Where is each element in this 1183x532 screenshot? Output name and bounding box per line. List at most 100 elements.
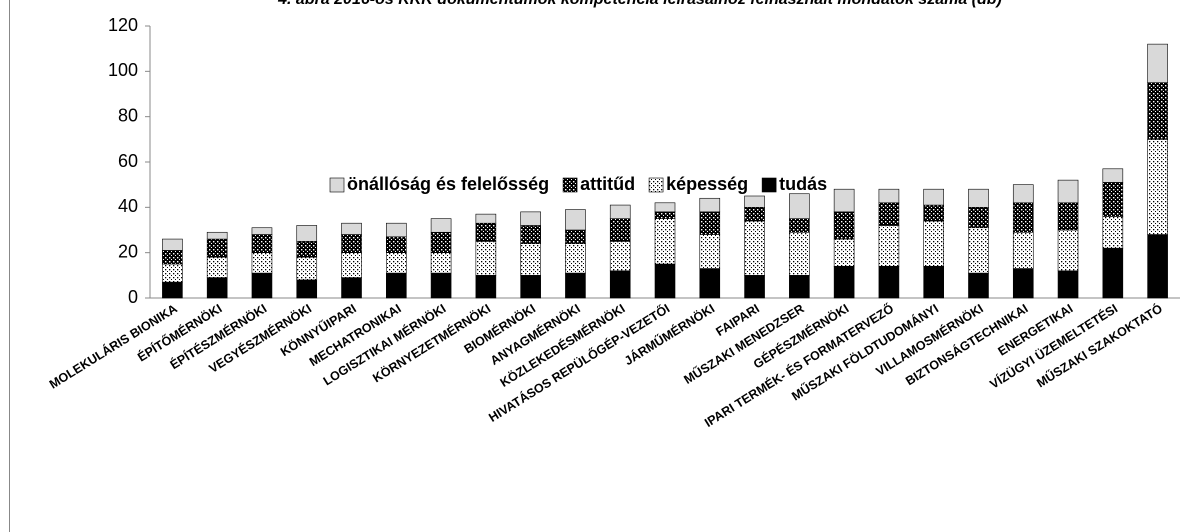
bar-segment bbox=[789, 231, 810, 276]
bar-segment bbox=[609, 241, 631, 272]
bar-segment bbox=[1102, 182, 1124, 217]
legend-label: tudás bbox=[779, 174, 827, 194]
bar-segment bbox=[251, 234, 273, 253]
y-tick-label: 0 bbox=[128, 287, 138, 307]
bar-segment bbox=[789, 218, 810, 233]
chart-title: 4. ábra 2016-os KKK dokumentumok kompete… bbox=[277, 0, 1002, 8]
bar-segment bbox=[609, 270, 631, 299]
bar-segment bbox=[968, 227, 989, 274]
bar-segment bbox=[833, 211, 855, 240]
bar-segment bbox=[1102, 168, 1124, 183]
bar-segment bbox=[206, 231, 228, 240]
legend-label: attitűd bbox=[580, 174, 635, 194]
bar-segment bbox=[430, 272, 452, 299]
bar-segment bbox=[923, 265, 944, 299]
legend-label: képesség bbox=[666, 174, 748, 194]
bar-segment bbox=[654, 202, 676, 213]
bar-segment bbox=[1102, 247, 1124, 299]
bar-segment bbox=[699, 234, 721, 269]
legend-label: önállóság és felelősség bbox=[347, 174, 549, 194]
legend-swatch bbox=[562, 177, 578, 193]
bar-segment bbox=[475, 222, 497, 242]
bar-segment bbox=[386, 222, 407, 238]
legend-swatch bbox=[648, 177, 664, 193]
bar-segment bbox=[251, 252, 273, 274]
bar-segment bbox=[341, 277, 362, 299]
bar-segment bbox=[699, 268, 721, 299]
bar-segment bbox=[430, 231, 452, 253]
bar-segment bbox=[162, 238, 183, 251]
bar-segment bbox=[968, 207, 989, 229]
bar-segment bbox=[654, 263, 676, 299]
bar-segment bbox=[475, 275, 497, 299]
bar-segment bbox=[654, 211, 676, 219]
bar-segment bbox=[162, 281, 183, 299]
legend-swatch bbox=[329, 177, 345, 193]
bar-segment bbox=[1057, 202, 1079, 231]
bar-segment bbox=[475, 241, 497, 276]
bar-segment bbox=[520, 211, 541, 226]
y-tick-label: 60 bbox=[118, 151, 138, 171]
bar-segment bbox=[565, 229, 586, 244]
bar-segment bbox=[654, 218, 676, 265]
bar-segment bbox=[565, 243, 586, 274]
bar-segment bbox=[341, 252, 362, 278]
bar-segment bbox=[699, 211, 721, 235]
bar-segment bbox=[206, 238, 228, 258]
bar-segment bbox=[1012, 202, 1034, 233]
bar-segment bbox=[341, 222, 362, 235]
bar-segment bbox=[744, 275, 765, 299]
bar-segment bbox=[1147, 234, 1168, 299]
y-tick-label: 100 bbox=[108, 60, 138, 80]
bar-segment bbox=[386, 236, 407, 253]
bar-segment bbox=[520, 243, 541, 276]
bar-segment bbox=[430, 252, 452, 274]
bar-segment bbox=[1147, 139, 1168, 235]
bar-segment bbox=[1102, 216, 1124, 249]
bar-segment bbox=[296, 279, 318, 299]
bar-segment bbox=[878, 225, 900, 267]
bar-segment bbox=[296, 241, 318, 258]
bar-segment bbox=[162, 250, 183, 265]
bar-segment bbox=[1147, 43, 1168, 83]
bar-segment bbox=[1147, 82, 1168, 140]
bar-segment bbox=[251, 227, 273, 235]
bar-segment bbox=[386, 252, 407, 274]
bar-segment bbox=[1057, 179, 1079, 204]
bar-segment bbox=[833, 188, 855, 213]
y-tick-label: 80 bbox=[118, 105, 138, 125]
legend-swatch bbox=[761, 177, 777, 193]
bar-segment bbox=[251, 272, 273, 299]
bar-segment bbox=[565, 272, 586, 299]
bar-segment bbox=[833, 265, 855, 299]
bar-segment bbox=[968, 272, 989, 299]
bar-segment bbox=[520, 225, 541, 244]
bar-segment bbox=[386, 272, 407, 299]
bar-segment bbox=[206, 256, 228, 278]
bar-segment bbox=[206, 277, 228, 299]
bar-segment bbox=[1012, 184, 1034, 204]
bar-segment bbox=[430, 218, 452, 233]
bar-segment bbox=[1012, 268, 1034, 299]
bar-segment bbox=[923, 204, 944, 222]
bar-segment bbox=[744, 195, 765, 208]
bar-segment bbox=[789, 193, 810, 219]
bar-segment bbox=[296, 225, 318, 242]
bar-segment bbox=[923, 220, 944, 267]
bar-segment bbox=[565, 209, 586, 231]
bar-segment bbox=[520, 275, 541, 299]
bar-segment bbox=[609, 204, 631, 219]
bar-segment bbox=[968, 188, 989, 208]
bar-segment bbox=[878, 265, 900, 299]
bar-segment bbox=[1012, 231, 1034, 269]
bar-segment bbox=[475, 213, 497, 224]
bar-segment bbox=[923, 188, 944, 206]
bar-segment bbox=[296, 256, 318, 281]
bar-segment bbox=[341, 234, 362, 253]
chart-frame bbox=[9, 0, 10, 532]
bar-segment bbox=[878, 188, 900, 204]
bar-segment bbox=[609, 218, 631, 242]
bar-segment bbox=[162, 263, 183, 283]
bar-segment bbox=[1057, 229, 1079, 272]
